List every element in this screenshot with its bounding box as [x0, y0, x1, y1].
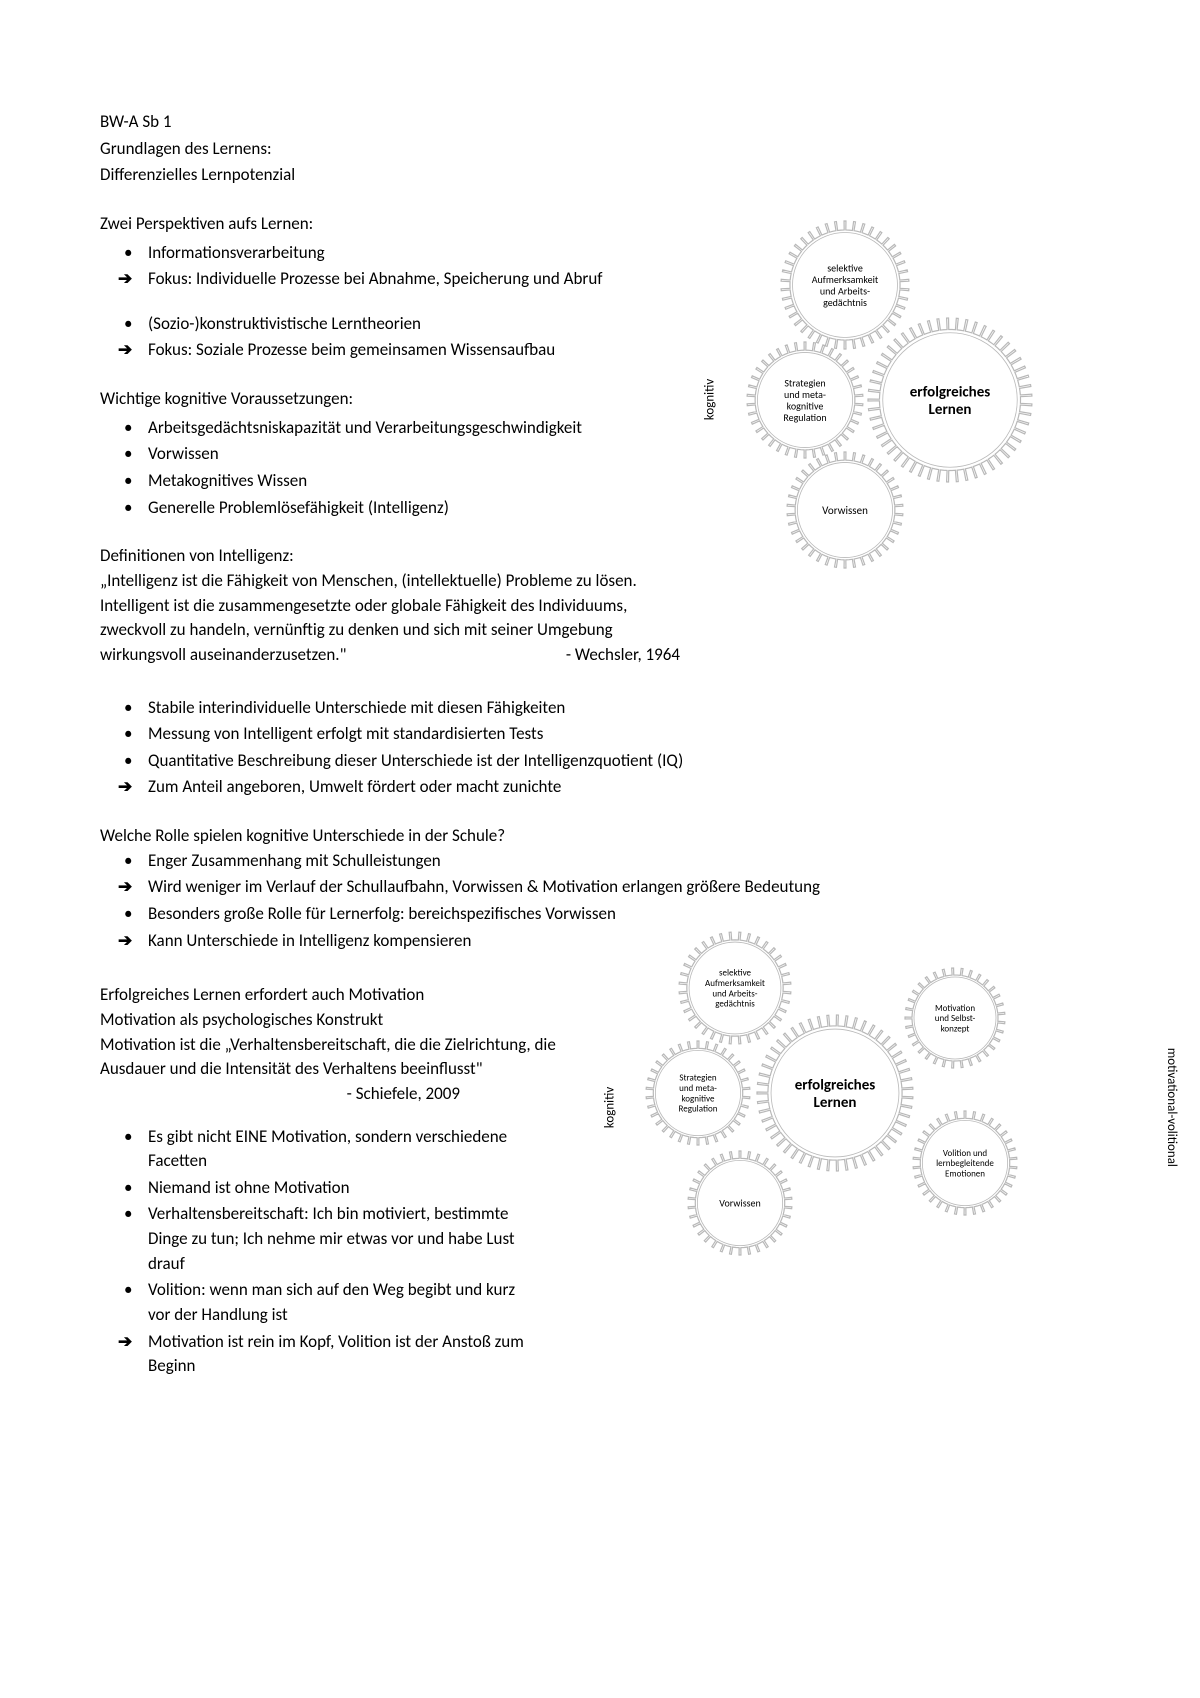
- quote-text: „Intelligenz ist die Fähigkeit von Mensc…: [100, 570, 637, 665]
- list-item: Niemand ist ohne Motivation: [148, 1176, 540, 1201]
- gear-diagram-kognitiv: kognitiv selektiveAufmerksamkeitund Arbe…: [720, 210, 1160, 590]
- section-iq-points: Stabile interindividuelle Unterschiede m…: [100, 696, 1100, 801]
- gear-svg-1: selektiveAufmerksamkeitund Arbeits-gedäc…: [720, 210, 1160, 590]
- svg-text:konzept: konzept: [941, 1024, 970, 1035]
- svg-text:Emotionen: Emotionen: [945, 1169, 985, 1180]
- line: Motivation ist die „Verhaltensbereitscha…: [100, 1033, 580, 1082]
- axis-label-left: kognitiv: [701, 379, 720, 420]
- gear-svg-2: selektiveAufmerksamkeitund Arbeits-gedäc…: [620, 908, 1160, 1328]
- svg-text:Vorwissen: Vorwissen: [822, 504, 868, 517]
- svg-text:erfolgreiches: erfolgreiches: [910, 384, 991, 402]
- svg-text:Aufmerksamkeit: Aufmerksamkeit: [705, 978, 765, 989]
- svg-text:und Arbeits-: und Arbeits-: [712, 988, 757, 999]
- svg-text:lernbegleitende: lernbegleitende: [936, 1158, 994, 1169]
- list-item: Zum Anteil angeboren, Umwelt fördert ode…: [148, 775, 1100, 800]
- line: Erfolgreiches Lernen erfordert auch Moti…: [100, 983, 580, 1008]
- svg-text:und Selbst-: und Selbst-: [935, 1013, 976, 1024]
- list-item: Messung von Intelligent erfolgt mit stan…: [148, 722, 1100, 747]
- section-motivation: Erfolgreiches Lernen erfordert auch Moti…: [100, 983, 580, 1379]
- svg-text:Regulation: Regulation: [783, 411, 826, 424]
- attribution: - Wechsler, 1964: [506, 643, 680, 668]
- attribution: - Schiefele, 2009: [100, 1082, 580, 1107]
- list-item: Motivation ist rein im Kopf, Volition is…: [148, 1330, 540, 1379]
- list-item: Wird weniger im Verlauf der Schullaufbah…: [148, 875, 1100, 900]
- svg-text:Motivation: Motivation: [935, 1003, 975, 1014]
- section-intelligence-def: Definitionen von Intelligenz: „Intellige…: [100, 544, 680, 667]
- axis-label-left: kognitiv: [601, 1087, 620, 1128]
- svg-text:Strategien: Strategien: [679, 1073, 717, 1084]
- svg-text:Lernen: Lernen: [814, 1094, 857, 1112]
- svg-text:Vorwissen: Vorwissen: [719, 1197, 761, 1210]
- list-item: Stabile interindividuelle Unterschiede m…: [148, 696, 1100, 721]
- header-line-3: Differenzielles Lernpotenzial: [100, 163, 1100, 188]
- line: Motivation als psychologisches Konstrukt: [100, 1008, 580, 1033]
- svg-text:Volition und: Volition und: [943, 1148, 988, 1159]
- svg-text:Regulation: Regulation: [679, 1104, 718, 1115]
- header-line-2: Grundlagen des Lernens:: [100, 137, 1100, 162]
- svg-text:Lernen: Lernen: [929, 401, 972, 419]
- gear-diagram-full: kognitiv motivational-volitional selekti…: [620, 908, 1160, 1328]
- list-item: Es gibt nicht EINE Motivation, sondern v…: [148, 1125, 540, 1174]
- section-title: Welche Rolle spielen kognitive Unterschi…: [100, 824, 1100, 849]
- axis-label-right: motivational-volitional: [1161, 1048, 1180, 1167]
- section6-list: Es gibt nicht EINE Motivation, sondern v…: [100, 1125, 540, 1379]
- list-item: Enger Zusammenhang mit Schulleistungen: [148, 849, 1100, 874]
- svg-text:gedächtnis: gedächtnis: [715, 999, 755, 1010]
- section4-list: Stabile interindividuelle Unterschiede m…: [100, 696, 1100, 801]
- svg-text:gedächtnis: gedächtnis: [823, 296, 867, 309]
- list-item: Quantitative Beschreibung dieser Untersc…: [148, 749, 1100, 774]
- section-title: Definitionen von Intelligenz:: [100, 544, 680, 569]
- list-item: Verhaltensbereitschaft: Ich bin motivier…: [148, 1202, 540, 1276]
- list-item: Volition: wenn man sich auf den Weg begi…: [148, 1278, 540, 1327]
- svg-text:erfolgreiches: erfolgreiches: [795, 1077, 876, 1095]
- doc-header: BW-A Sb 1 Grundlagen des Lernens: Differ…: [100, 110, 1100, 188]
- svg-text:selektive: selektive: [719, 968, 752, 979]
- svg-text:und meta-: und meta-: [679, 1083, 717, 1094]
- svg-text:kognitive: kognitive: [681, 1093, 715, 1104]
- header-line-1: BW-A Sb 1: [100, 110, 1100, 135]
